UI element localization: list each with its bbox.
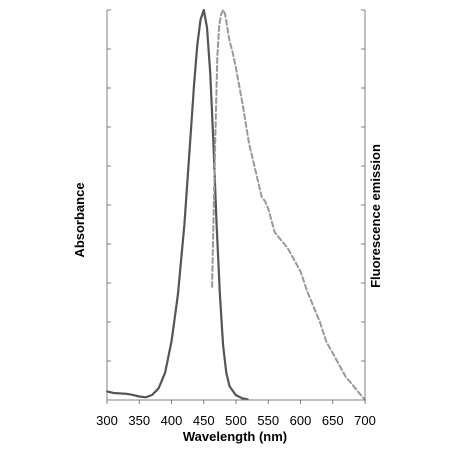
x-tick-label: 650 bbox=[322, 413, 344, 428]
x-tick-label: 500 bbox=[225, 413, 247, 428]
tick-labels: 300 350 400 450 500 550 600 650 700 bbox=[96, 413, 376, 428]
x-axis-title: Wavelength (nm) bbox=[183, 429, 287, 444]
x-tick-label: 300 bbox=[96, 413, 118, 428]
x-tick-label: 350 bbox=[128, 413, 150, 428]
series-layer bbox=[105, 8, 366, 401]
y-axis-left-title: Absorbance bbox=[72, 182, 87, 257]
y-axis-right-title: Fluorescence emission bbox=[368, 144, 383, 288]
x-tick-label: 450 bbox=[193, 413, 215, 428]
absorbance-series-line bbox=[105, 8, 249, 401]
x-tick-label: 700 bbox=[354, 413, 376, 428]
axis-ticks bbox=[106, 9, 366, 404]
fluorescence-series-line bbox=[211, 9, 366, 401]
x-tick-label: 550 bbox=[257, 413, 279, 428]
x-tick-label: 600 bbox=[290, 413, 312, 428]
x-tick-label: 400 bbox=[161, 413, 183, 428]
